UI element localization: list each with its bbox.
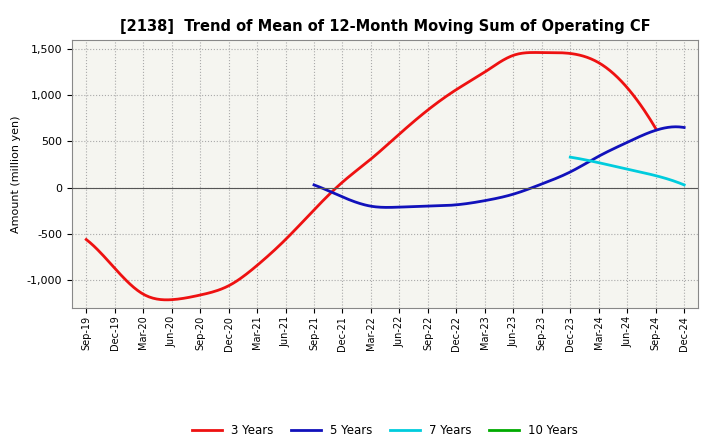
- 7 Years: [634, 169, 642, 174]
- 7 Years: [566, 154, 575, 160]
- 3 Years: [423, 108, 431, 113]
- 7 Years: [567, 154, 575, 160]
- 3 Years: [652, 126, 660, 131]
- 3 Years: [529, 50, 538, 55]
- 5 Years: [310, 182, 318, 187]
- 5 Years: [530, 184, 539, 190]
- Title: [2138]  Trend of Mean of 12-Month Moving Sum of Operating CF: [2138] Trend of Mean of 12-Month Moving …: [120, 19, 650, 34]
- 7 Years: [669, 178, 678, 183]
- 5 Years: [680, 125, 688, 130]
- Line: 3 Years: 3 Years: [86, 52, 656, 300]
- Legend: 3 Years, 5 Years, 7 Years, 10 Years: 3 Years, 5 Years, 7 Years, 10 Years: [187, 419, 583, 440]
- 5 Years: [623, 139, 631, 145]
- 3 Years: [84, 238, 92, 244]
- Y-axis label: Amount (million yen): Amount (million yen): [12, 115, 21, 233]
- Line: 5 Years: 5 Years: [314, 127, 684, 207]
- 3 Years: [421, 110, 430, 115]
- 5 Years: [537, 181, 546, 187]
- 3 Years: [162, 297, 171, 302]
- 5 Years: [311, 183, 320, 188]
- 5 Years: [531, 184, 540, 189]
- 7 Years: [662, 176, 670, 181]
- 5 Years: [671, 124, 680, 129]
- 3 Years: [566, 51, 575, 56]
- 7 Years: [634, 169, 642, 174]
- 3 Years: [432, 101, 441, 106]
- 5 Years: [383, 205, 392, 210]
- 3 Years: [602, 65, 611, 70]
- 5 Years: [647, 129, 655, 135]
- 7 Years: [680, 182, 688, 187]
- Line: 7 Years: 7 Years: [570, 157, 684, 185]
- 3 Years: [82, 237, 91, 242]
- 7 Years: [636, 169, 644, 175]
